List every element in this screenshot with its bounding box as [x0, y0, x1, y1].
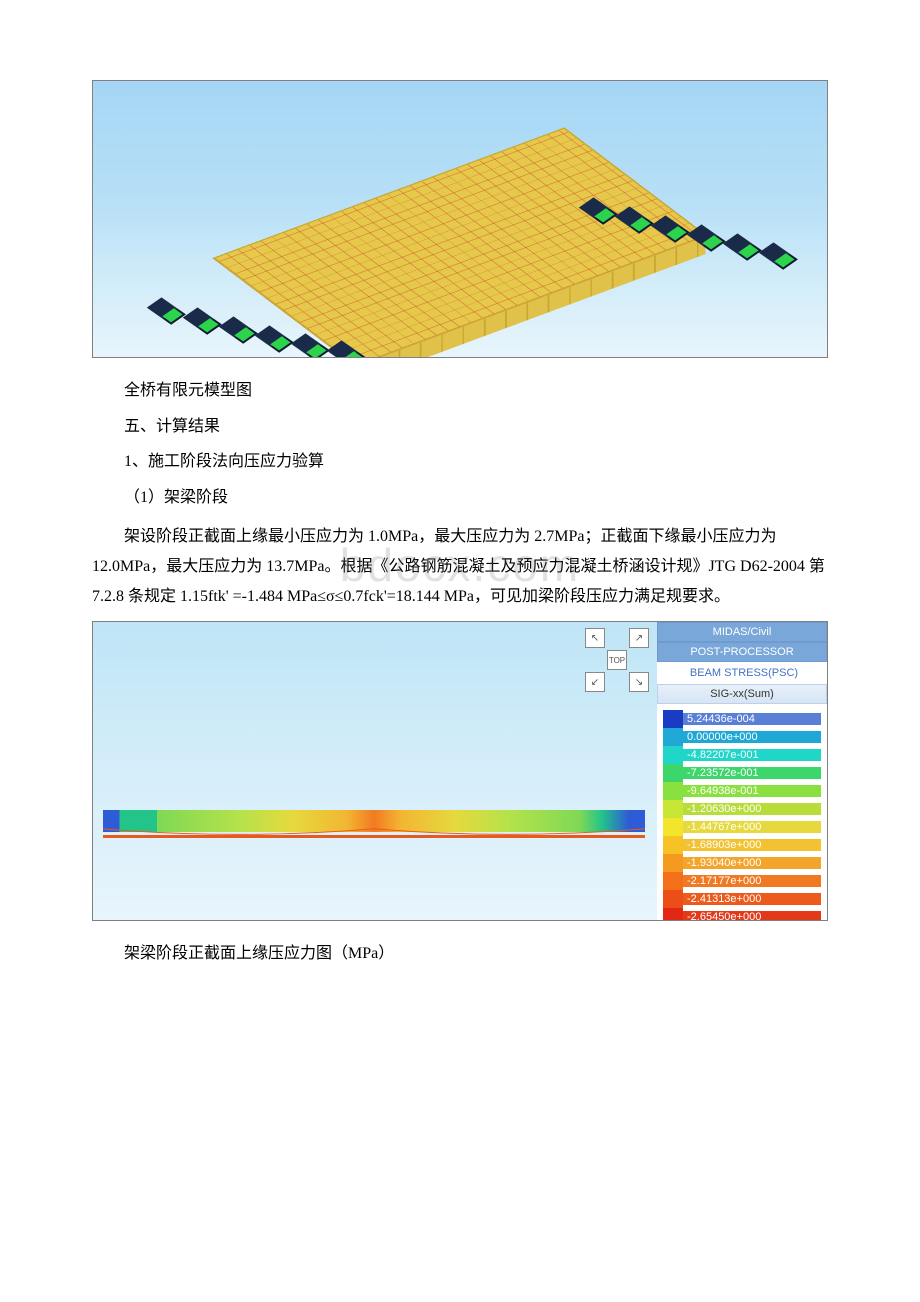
colorbar-label: -2.17177e+000 [683, 875, 821, 887]
nav-center-label[interactable]: TOP [607, 650, 627, 670]
colorbar-swatch [663, 746, 683, 764]
legend-component: SIG-xx(Sum) [657, 684, 827, 704]
colorbar-row: -1.44767e+000 [663, 818, 821, 836]
colorbar-row: -1.20630e+000 [663, 800, 821, 818]
section5-sub1-item1: （1）架梁阶段 [92, 483, 828, 513]
colorbar-row: 5.24436e-004 [663, 710, 821, 728]
colorbar-row: -7.23572e-001 [663, 764, 821, 782]
colorbar-row: -2.41313e+000 [663, 890, 821, 908]
bridge-model-figure [92, 80, 828, 358]
section5-heading: 五、计算结果 [92, 412, 828, 442]
legend-result-type: BEAM STRESS(PSC) [657, 662, 827, 684]
colorbar-swatch [663, 818, 683, 836]
colorbar-label: -1.44767e+000 [683, 821, 821, 833]
stress-diagram-figure: ↖ ↗ TOP ↙ ↘ [92, 621, 828, 921]
colorbar-label: -9.64938e-001 [683, 785, 821, 797]
colorbar-swatch [663, 782, 683, 800]
stress-plot-area: ↖ ↗ TOP ↙ ↘ [93, 622, 657, 920]
stress-colorbar: 5.24436e-004 0.00000e+000 -4.82207e-001 -7.… [663, 710, 821, 921]
colorbar-swatch [663, 728, 683, 746]
colorbar-row: -2.17177e+000 [663, 872, 821, 890]
colorbar-label: -1.93040e+000 [683, 857, 821, 869]
colorbar-swatch [663, 836, 683, 854]
legend-software-line1: MIDAS/Civil [657, 622, 827, 642]
colorbar-swatch [663, 710, 683, 728]
nav-top-right-icon[interactable]: ↗ [629, 628, 649, 648]
legend-software-line2: POST-PROCESSOR [657, 642, 827, 662]
colorbar-label: -4.82207e-001 [683, 749, 821, 761]
colorbar-row: 0.00000e+000 [663, 728, 821, 746]
section5-sub1: 1、施工阶段法向压应力验算 [92, 447, 828, 477]
colorbar-swatch [663, 890, 683, 908]
colorbar-row: -9.64938e-001 [663, 782, 821, 800]
section5-paragraph: 架设阶段正截面上缘最小压应力为 1.0MPa，最大压应力为 2.7MPa；正截面… [92, 522, 828, 611]
nav-top-left-icon[interactable]: ↖ [585, 628, 605, 648]
view-nav-pad: ↖ ↗ TOP ↙ ↘ [585, 628, 649, 692]
colorbar-swatch [663, 908, 683, 921]
stress-legend: MIDAS/Civil POST-PROCESSOR BEAM STRESS(P… [657, 622, 827, 920]
colorbar-swatch [663, 800, 683, 818]
colorbar-label: -2.41313e+000 [683, 893, 821, 905]
bearings-group [93, 81, 827, 357]
colorbar-row: -1.93040e+000 [663, 854, 821, 872]
beam-stress-strip [103, 810, 645, 846]
colorbar-label: -2.65450e+000 [683, 911, 821, 921]
colorbar-row: -1.68903e+000 [663, 836, 821, 854]
colorbar-row: -2.65450e+000 [663, 908, 821, 921]
colorbar-swatch [663, 854, 683, 872]
colorbar-swatch [663, 872, 683, 890]
nav-bottom-left-icon[interactable]: ↙ [585, 672, 605, 692]
colorbar-label: 5.24436e-004 [683, 713, 821, 725]
colorbar-label: 0.00000e+000 [683, 731, 821, 743]
colorbar-label: -1.20630e+000 [683, 803, 821, 815]
colorbar-swatch [663, 764, 683, 782]
colorbar-row: -4.82207e-001 [663, 746, 821, 764]
figure1-caption: 全桥有限元模型图 [92, 376, 828, 406]
figure2-caption: 架梁阶段正截面上缘压应力图（MPa） [92, 939, 828, 969]
nav-bottom-right-icon[interactable]: ↘ [629, 672, 649, 692]
colorbar-label: -1.68903e+000 [683, 839, 821, 851]
colorbar-label: -7.23572e-001 [683, 767, 821, 779]
